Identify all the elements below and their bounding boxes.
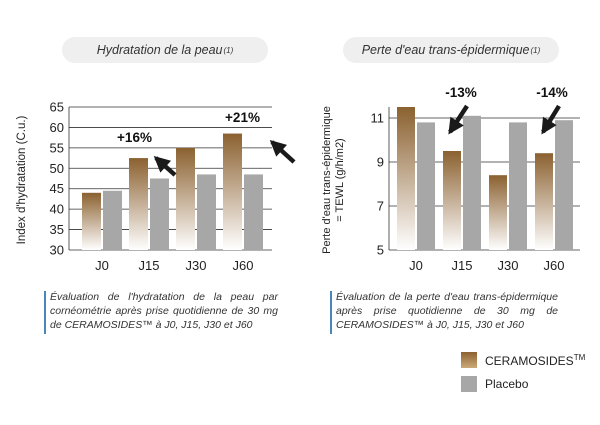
annotation-arrowhead [269, 139, 288, 157]
bar-ceramosides [129, 158, 148, 250]
chart-hydratation: 30 35 40 45 50 55 60 65 Index d'hydratation (C.u… [16, 100, 296, 273]
bar-placebo [463, 115, 481, 250]
x-tick-label: J30 [498, 258, 519, 273]
bar-ceramosides [489, 175, 507, 250]
bar-placebo [509, 122, 527, 250]
bar-ceramosides [443, 151, 461, 250]
caption-tewl: Évaluation de la perte d'eau trans-épide… [336, 291, 558, 331]
y-axis-label: Index d'hydratation (C.u.) [16, 115, 28, 244]
legend-item-ceramosides: CERAMOSIDESTM [461, 352, 585, 368]
x-tick-label: J60 [544, 258, 565, 273]
y-tick-label: 55 [50, 140, 64, 155]
y-tick-label: 5 [377, 243, 384, 258]
bar-placebo [555, 120, 573, 250]
chart-title-text: Perte d'eau trans-épidermique [361, 43, 530, 57]
chart-title-sup: (1) [223, 45, 234, 55]
y-tick-label: 45 [50, 181, 64, 196]
x-tick-label: J0 [409, 258, 423, 273]
annotation-arrowhead [541, 116, 557, 135]
x-tick-label: J30 [186, 258, 207, 273]
x-tick-label: J0 [95, 258, 109, 273]
chart-title-text: Hydratation de la peau [96, 43, 223, 57]
bar-ceramosides [223, 133, 242, 250]
legend-swatch-placebo [461, 376, 477, 392]
bar-placebo [244, 174, 263, 250]
y-tick-label: 7 [377, 199, 384, 214]
annotation-label: -14% [536, 85, 568, 100]
bar-ceramosides [176, 147, 195, 250]
annotation-label: +16% [117, 130, 152, 145]
chart-tewl: 5 7 9 11 Perte d'eau trans-épidermique= TEWL… [321, 85, 580, 273]
bar-placebo [150, 178, 169, 250]
x-tick-label: J15 [139, 258, 160, 273]
bar-ceramosides [82, 192, 101, 250]
x-tick-label: J60 [233, 258, 254, 273]
annotation-label: +21% [225, 110, 260, 125]
bar-ceramosides [397, 107, 415, 250]
y-tick-label: 40 [50, 202, 64, 217]
y-tick-label: 9 [377, 155, 384, 170]
y-axis-label: Perte d'eau trans-épidermique= TEWL (g/h… [321, 106, 346, 254]
legend-swatch-ceramosides [461, 352, 477, 368]
bar-ceramosides [535, 153, 553, 250]
bar-placebo [417, 122, 435, 250]
caption-rule [330, 291, 332, 334]
bar-placebo [103, 190, 122, 250]
y-tick-label: 65 [50, 100, 64, 115]
chart-title-hydratation: Hydratation de la peau (1) [62, 37, 268, 63]
annotation-arrowhead [153, 155, 172, 173]
y-tick-label: 11 [371, 111, 385, 126]
bar-placebo [197, 174, 216, 250]
legend-label-ceramosides: CERAMOSIDESTM [485, 352, 586, 368]
chart-title-sup: (1) [530, 45, 541, 55]
y-tick-label: 30 [50, 243, 64, 258]
y-tick-label: 60 [50, 120, 64, 135]
y-tick-label: 35 [50, 222, 64, 237]
annotation-arrowhead [448, 116, 464, 135]
chart-title-tewl: Perte d'eau trans-épidermique (1) [343, 37, 559, 63]
y-tick-label: 50 [50, 161, 64, 176]
legend-label-placebo: Placebo [485, 377, 529, 391]
legend-item-placebo: Placebo [461, 376, 528, 392]
caption-hydratation: Évaluation de l'hydratation de la peau p… [50, 291, 278, 331]
caption-rule [44, 291, 46, 334]
annotation-label: -13% [445, 85, 477, 100]
x-tick-label: J15 [452, 258, 473, 273]
